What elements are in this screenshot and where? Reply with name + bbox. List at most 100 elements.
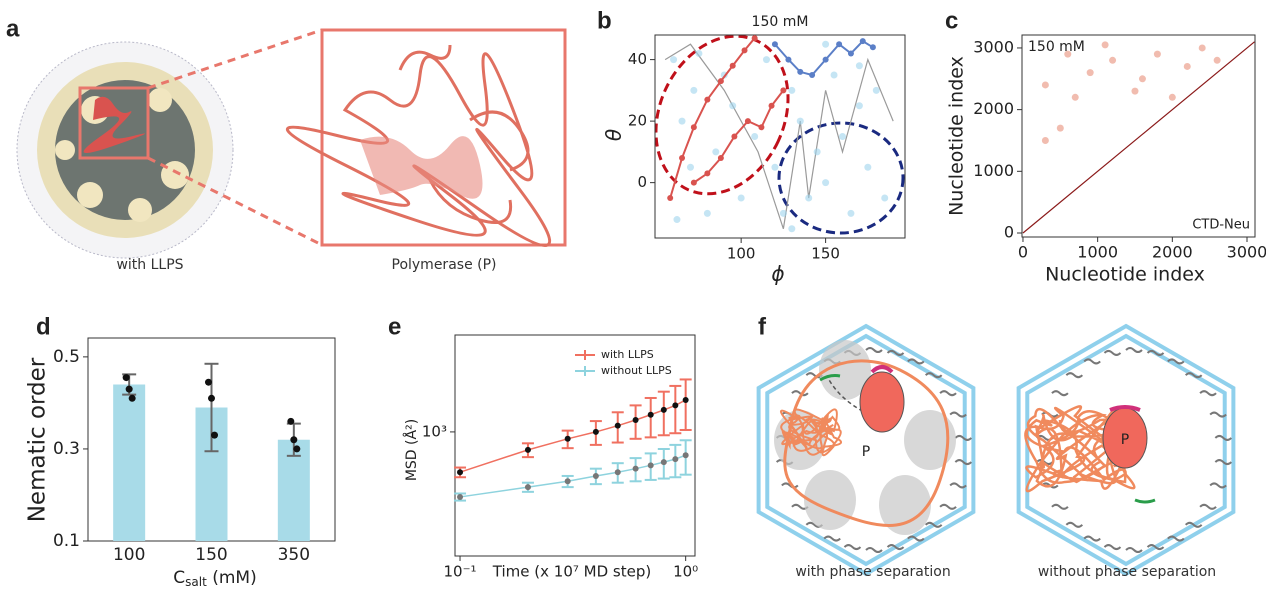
point bbox=[208, 394, 215, 402]
binding-site bbox=[1134, 498, 1156, 504]
point bbox=[751, 35, 758, 42]
point bbox=[864, 163, 872, 171]
x-tick-label: 150 bbox=[811, 245, 840, 263]
panel-letter: a bbox=[6, 15, 20, 42]
point bbox=[822, 56, 829, 63]
point bbox=[855, 62, 863, 70]
node-label: P bbox=[1121, 432, 1129, 448]
rna-strand bbox=[1214, 434, 1233, 441]
panel-letter: f bbox=[758, 313, 767, 340]
rna-strand bbox=[1125, 547, 1143, 553]
panel-letter: d bbox=[36, 313, 51, 340]
y-axis-label: Nucleotide index bbox=[946, 56, 968, 216]
caption: Polymerase (P) bbox=[392, 257, 497, 273]
point bbox=[704, 170, 711, 177]
rna-strand bbox=[924, 372, 943, 379]
point bbox=[785, 56, 792, 63]
trajectory bbox=[669, 37, 756, 199]
point bbox=[796, 117, 804, 125]
y-tick-label: 3000 bbox=[973, 37, 1014, 56]
chart-title: 150 mM bbox=[752, 14, 809, 30]
rna-strand bbox=[1167, 358, 1185, 365]
point bbox=[660, 406, 667, 413]
point bbox=[869, 44, 876, 51]
rna-strand bbox=[781, 482, 799, 489]
caption: with phase separation bbox=[795, 564, 950, 580]
rna-strand bbox=[1209, 411, 1227, 418]
point bbox=[632, 416, 639, 423]
point bbox=[287, 417, 295, 425]
rna-strand bbox=[907, 358, 925, 365]
rna-strand bbox=[1065, 372, 1084, 379]
plot-frame bbox=[654, 34, 906, 239]
point bbox=[614, 422, 621, 429]
line bbox=[1022, 41, 1255, 234]
point bbox=[524, 484, 531, 491]
point bbox=[1101, 41, 1109, 49]
binding-site bbox=[1109, 405, 1141, 412]
point bbox=[830, 71, 838, 79]
point bbox=[1056, 124, 1064, 132]
point bbox=[847, 209, 855, 217]
point bbox=[729, 62, 736, 69]
rna-tangle bbox=[783, 359, 950, 527]
x-axis-label: ϕ bbox=[771, 262, 784, 286]
rna-strand bbox=[1083, 358, 1101, 365]
x-axis-label-part: (mM) bbox=[207, 568, 257, 588]
panel-letter: e bbox=[388, 313, 401, 340]
capsid-shell bbox=[756, 323, 976, 577]
point bbox=[836, 41, 843, 48]
point bbox=[614, 469, 621, 476]
point bbox=[762, 56, 770, 64]
point bbox=[855, 102, 863, 110]
rna-strand bbox=[886, 544, 905, 551]
rna-strand bbox=[949, 482, 967, 489]
point bbox=[729, 102, 737, 110]
panel-letter: c bbox=[945, 7, 958, 34]
y-tick-label: 2000 bbox=[973, 99, 1014, 118]
point bbox=[717, 78, 724, 85]
point bbox=[125, 385, 133, 393]
point bbox=[1213, 56, 1221, 64]
point bbox=[779, 209, 787, 217]
point bbox=[686, 163, 694, 171]
rna-tangle bbox=[779, 408, 843, 457]
panel-letter: b bbox=[597, 7, 612, 34]
rna-strand bbox=[1184, 521, 1203, 528]
point bbox=[682, 396, 689, 403]
condensate bbox=[819, 340, 871, 400]
rna-strand bbox=[1167, 535, 1185, 542]
point bbox=[690, 124, 697, 131]
rna-strand bbox=[939, 390, 957, 397]
point bbox=[1071, 93, 1079, 101]
point bbox=[751, 133, 759, 140]
rna-strand bbox=[1065, 521, 1084, 528]
point bbox=[647, 411, 654, 418]
binding-site bbox=[870, 365, 894, 374]
point bbox=[839, 133, 846, 140]
rna-strand bbox=[1146, 544, 1165, 551]
legend-label: without LLPS bbox=[601, 364, 672, 377]
point bbox=[805, 194, 813, 202]
x-tick-label: 1000 bbox=[1077, 243, 1118, 262]
point bbox=[678, 117, 686, 125]
rna-strand bbox=[1214, 459, 1233, 466]
y-tick-label: 0 bbox=[637, 173, 647, 191]
point bbox=[859, 38, 866, 45]
point bbox=[592, 472, 599, 479]
annotation-ellipse bbox=[654, 34, 790, 196]
point bbox=[847, 50, 854, 57]
point bbox=[122, 374, 130, 382]
arrow bbox=[827, 377, 876, 419]
rna-strand bbox=[865, 347, 883, 353]
point bbox=[872, 86, 880, 94]
rna-strand bbox=[823, 535, 841, 542]
point bbox=[128, 394, 136, 402]
plot-frame bbox=[1021, 34, 1256, 238]
rna-strand bbox=[1051, 503, 1069, 510]
point bbox=[1153, 50, 1161, 58]
x-axis-label-part: salt bbox=[185, 575, 207, 589]
rna-strand bbox=[954, 434, 973, 441]
x-tick-label: 2000 bbox=[1152, 243, 1193, 262]
rna-strand bbox=[1103, 544, 1122, 551]
